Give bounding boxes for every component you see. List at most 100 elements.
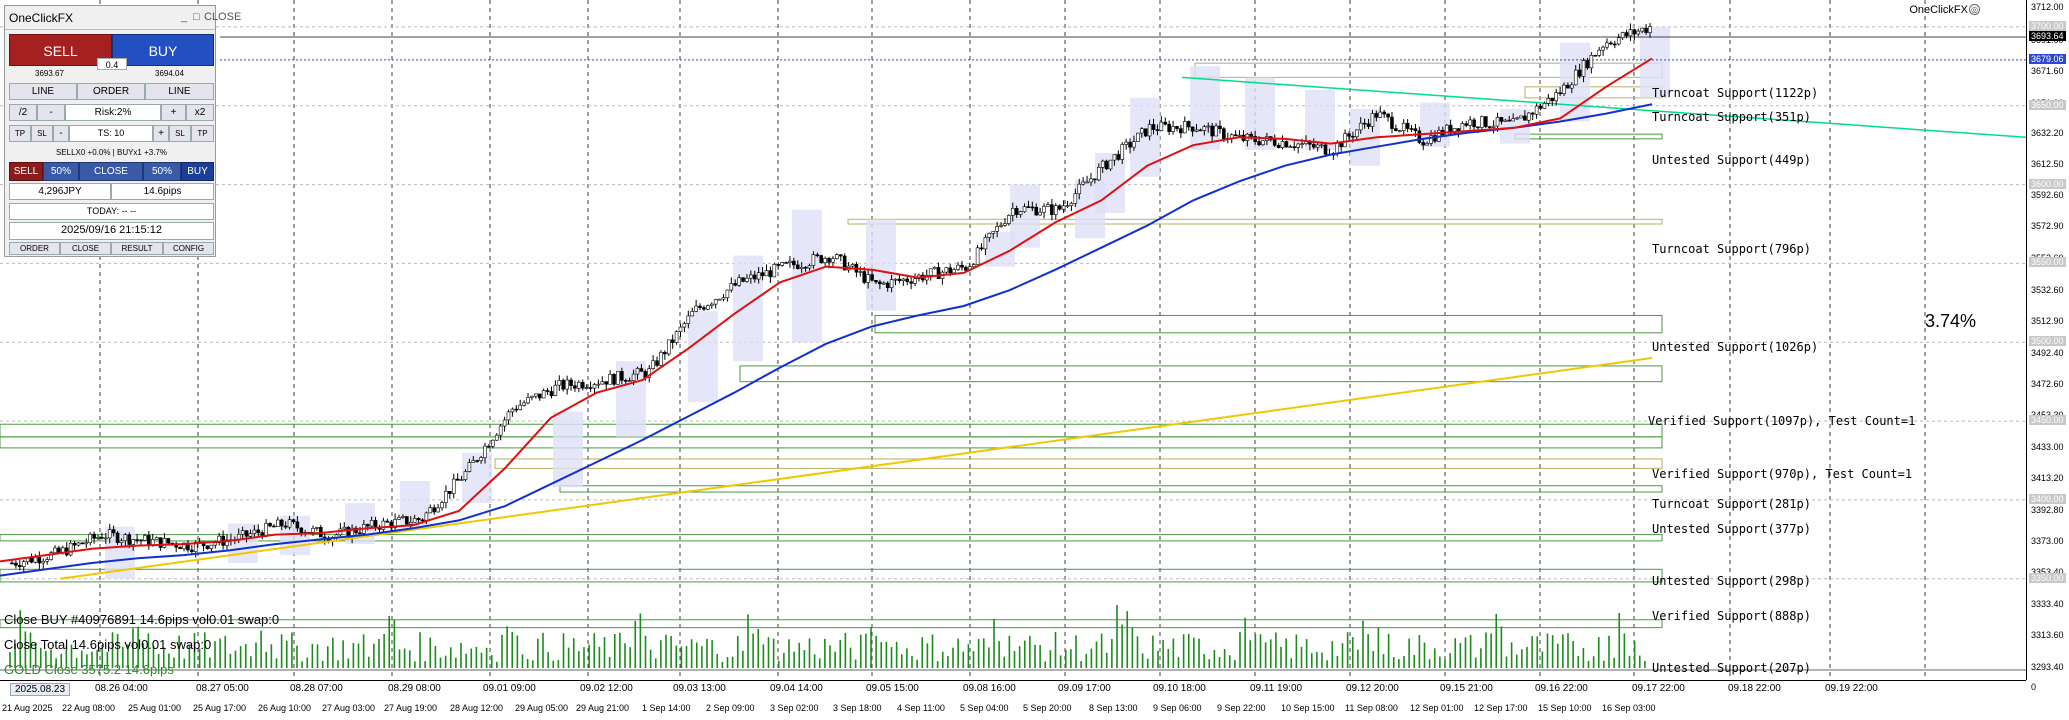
risk-field[interactable]: Risk:2% [65,104,161,121]
tp-left-button[interactable]: TP [9,125,31,142]
candle-body [639,368,644,372]
close-half-sell-button[interactable]: 50% [43,162,79,181]
ts-minus-button[interactable]: - [53,125,69,142]
candle-body [1108,159,1113,170]
chart-canvas[interactable] [0,0,2026,680]
time-label-bottom: 29 Aug 05:00 [515,703,569,713]
tab-order[interactable]: ORDER [9,242,60,255]
sell-line-button[interactable]: LINE [9,83,77,100]
double-lot-button[interactable]: x2 [186,104,214,121]
candle-body [1515,117,1519,120]
order-level-label: 3679.06 [2029,53,2066,64]
time-label-bottom: 1 Sep 14:00 [642,703,691,713]
candle-body [1206,125,1211,128]
candle-body [1480,116,1484,128]
candle-body [1378,111,1383,118]
candle-body [604,381,609,385]
sl-right-button[interactable]: SL [169,125,191,142]
oneclickfx-panel[interactable]: OneClickFX _ □ CLOSE SELL BUY 0.4 3693.6… [4,5,241,257]
close-all-button[interactable]: CLOSE [79,162,143,181]
time-axis[interactable]: 2025.08.23 08.26 04:00 08.27 05:00 08.28 0… [0,680,2026,720]
minimize-button[interactable]: _ [181,11,188,23]
maximize-button[interactable]: □ [193,11,200,23]
price-tick-label: 3472.60 [2031,379,2064,390]
candle-body [100,537,104,539]
panel-titlebar[interactable]: OneClickFX _ □ CLOSE [5,6,241,30]
candle-body [799,266,804,270]
buy-line-button[interactable]: LINE [145,83,214,100]
candle-body [881,282,886,285]
candle-body [647,368,652,378]
candle-body [154,537,159,540]
candle-body [1351,135,1355,138]
candle-body [21,561,26,567]
lot-plus-button[interactable]: + [161,104,186,121]
candle-body [1050,204,1054,215]
ts-plus-button[interactable]: + [153,125,169,142]
close-half-buy-button[interactable]: 50% [143,162,181,181]
close-button[interactable]: CLOSE [204,11,242,23]
candle-body [518,404,523,411]
candle-body [815,254,820,257]
price-tick-label: 0 [2031,682,2037,692]
candle-body [666,339,671,355]
candle-body [1233,134,1238,137]
price-chart[interactable]: OneClickFX ◎ 3.74% Turncoat Support(1122… [0,0,2026,680]
candle-body [1315,144,1320,148]
candle-body [1112,154,1117,161]
candle-body [541,390,546,399]
settings-circle-icon[interactable]: ◎ [1969,4,1980,15]
trade-log-line: GOLD Close 3575.2 14.6pips [4,662,174,677]
trailing-stop-field[interactable]: TS: 10 [69,125,153,142]
price-tick-label: 3671.60 [2031,65,2064,76]
candle-body [1335,142,1340,154]
candle-body [1218,125,1222,129]
sl-left-button[interactable]: SL [31,125,53,142]
candle-body [752,274,757,280]
order-button[interactable]: ORDER [77,83,145,100]
halve-lot-button[interactable]: /2 [9,104,37,121]
candle-body [885,282,890,289]
candle-body [209,544,214,549]
candle-body [18,565,22,567]
candle-body [678,326,683,332]
sell-button[interactable]: SELL [9,34,112,66]
candle-body [1640,27,1644,32]
candle-body [444,490,448,504]
candle-body [295,521,300,529]
candle-body [483,445,487,458]
candle-body [1613,43,1617,46]
support-zone [739,365,1663,383]
buy-close-button[interactable]: BUY [181,162,214,181]
buy-button[interactable]: BUY [112,34,214,66]
sell-close-button[interactable]: SELL [9,162,43,181]
price-axis[interactable]: 3712.003691.003671.603651.003632.203612.… [2026,0,2069,692]
support-zone [1514,133,1663,140]
candle-body [29,557,34,563]
candle-body [1546,98,1551,104]
candle-body [96,537,100,539]
candle-body [131,539,135,545]
lot-minus-button[interactable]: - [37,104,65,121]
candle-body [1124,141,1128,145]
candle-body [1155,129,1160,131]
lot-size-input[interactable]: 0.4 [97,58,127,70]
candle-body [385,520,390,523]
tab-close[interactable]: CLOSE [60,242,111,255]
candle-body [244,530,249,537]
time-label-bottom: 9 Sep 22:00 [1217,703,1266,713]
tp-right-button[interactable]: TP [191,125,214,142]
tab-config[interactable]: CONFIG [163,242,214,255]
candle-body [135,539,139,541]
candle-body [909,281,913,284]
candle-body [1179,128,1183,134]
session-shade [1130,97,1160,177]
candle-body [1542,103,1547,109]
sell-price: 3693.67 [35,69,64,78]
support-label: Turncoat Support(796p) [1652,242,1811,256]
candle-body [721,297,726,300]
time-label-bottom: 25 Aug 17:00 [193,703,247,713]
candle-body [1632,29,1637,35]
tab-result[interactable]: RESULT [111,242,163,255]
candle-body [584,387,589,389]
